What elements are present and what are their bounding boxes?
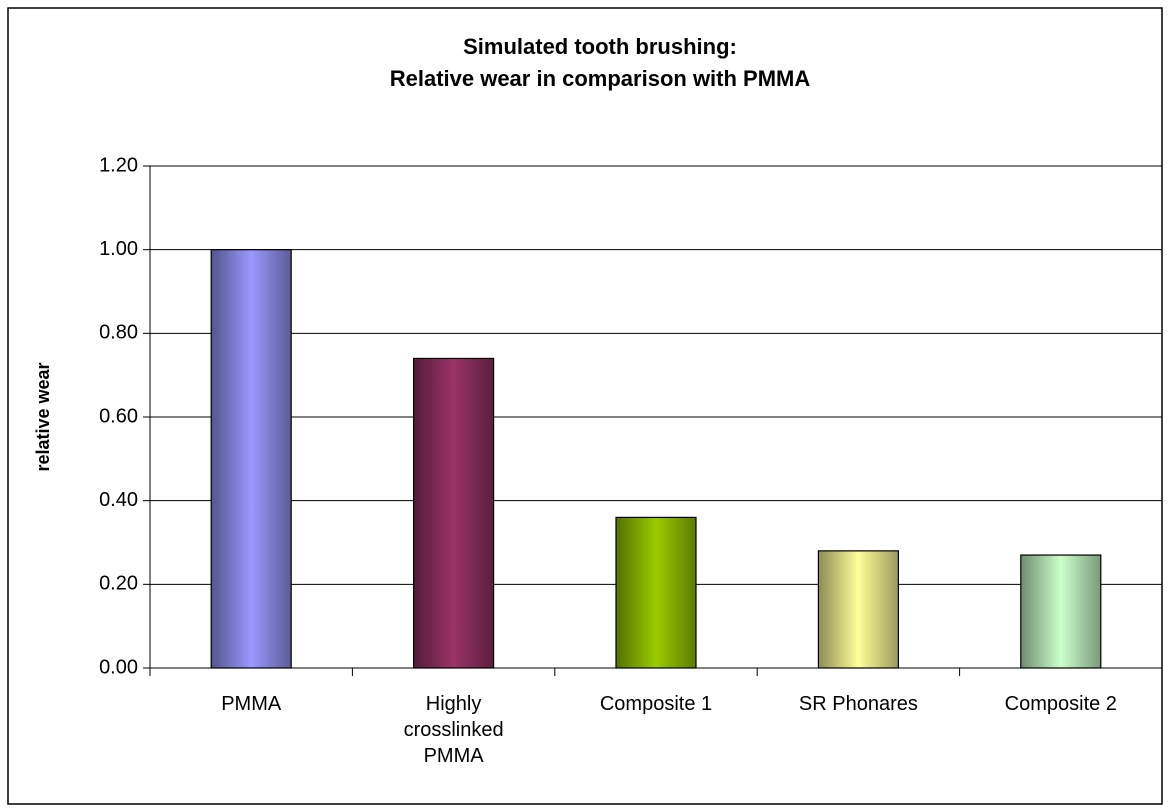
y-tick-label: 0.40 [99, 489, 138, 511]
bar-shading [413, 358, 494, 668]
x-tick-label: PMMA [221, 693, 282, 715]
y-tick-label: 0.00 [99, 656, 138, 678]
bar-shading [616, 517, 696, 668]
x-tick-label: SR Phonares [798, 693, 918, 715]
y-tick-label: 1.20 [99, 154, 138, 176]
x-tick-label: Composite 2 [1004, 693, 1117, 715]
x-tick-label: Highly crosslinked PMMA [403, 693, 504, 767]
x-tick-label: Composite 1 [599, 693, 713, 715]
bar-shading [211, 249, 292, 668]
chart-title: Simulated tooth brushing: [463, 34, 737, 59]
y-tick-label: 1.00 [99, 238, 138, 260]
y-tick-label: 0.20 [99, 573, 138, 595]
y-axis-label: relative wear [33, 362, 53, 471]
y-tick-label: 0.80 [99, 322, 138, 344]
bar-shading [818, 550, 899, 668]
chart-border [7, 7, 1163, 805]
y-tick-label: 0.60 [99, 405, 138, 427]
bar-shading [1020, 555, 1101, 668]
chart-title: Relative wear in comparison with PMMA [390, 66, 811, 91]
